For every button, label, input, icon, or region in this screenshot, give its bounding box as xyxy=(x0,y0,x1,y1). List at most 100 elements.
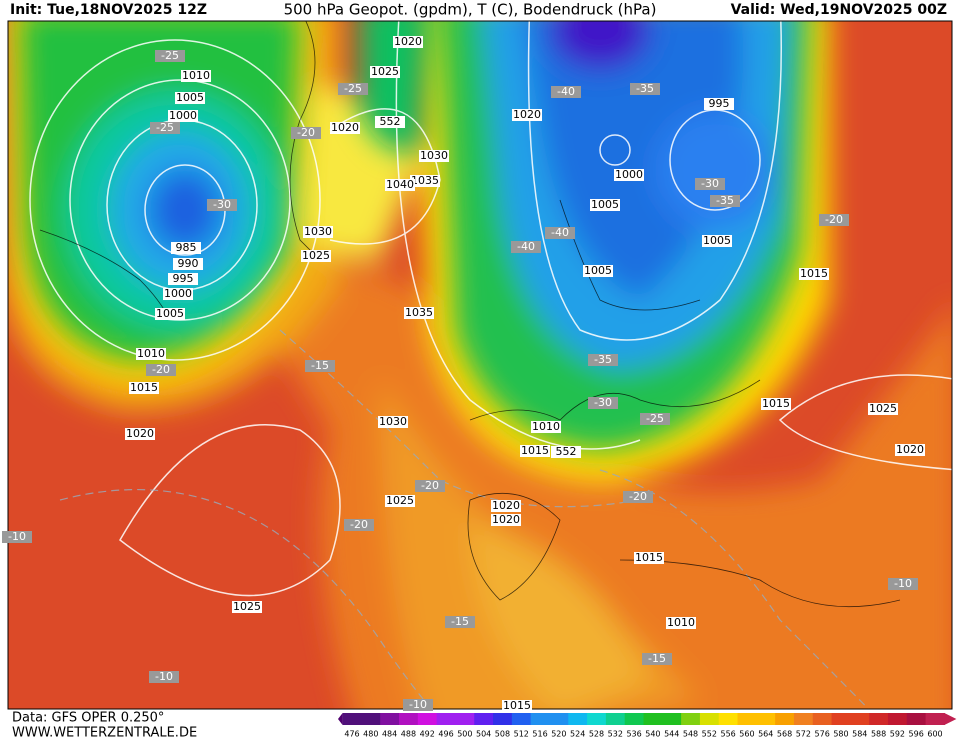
pressure-label: 1020 xyxy=(513,108,541,121)
colorbar-label: 540 xyxy=(645,730,660,739)
colorbar-label: 596 xyxy=(909,730,924,739)
pressure-label-box xyxy=(303,226,333,238)
temperature-label: -20 xyxy=(350,518,368,531)
pressure-label-box xyxy=(393,36,423,48)
colorbar-label: 528 xyxy=(589,730,604,739)
colorbar-cell xyxy=(699,713,720,725)
pressure-label: 995 xyxy=(173,272,194,285)
colorbar-cell xyxy=(662,713,682,725)
colorbar-cell xyxy=(549,713,569,725)
pressure-label: 1015 xyxy=(800,267,828,280)
pressure-label-box xyxy=(168,273,198,285)
pressure-label: 1015 xyxy=(130,381,158,394)
temperature-label: -40 xyxy=(551,226,569,239)
pressure-label: 990 xyxy=(178,257,199,270)
pressure-label: 1025 xyxy=(302,249,330,262)
pressure-label: 1020 xyxy=(492,513,520,526)
pressure-label-box xyxy=(502,700,532,712)
pressure-label: 1030 xyxy=(304,225,332,238)
colorbar-label: 524 xyxy=(570,730,585,739)
pressure-label-box xyxy=(520,445,550,457)
temperature-label-box xyxy=(291,127,321,139)
pressure-label-box xyxy=(330,122,360,134)
pressure-label-box xyxy=(419,150,449,162)
colorbar-cell xyxy=(681,713,701,725)
colorbar-cell xyxy=(718,713,739,725)
temperature-label-box xyxy=(710,195,740,207)
colorbar-label: 504 xyxy=(476,730,491,739)
temperature-label-box xyxy=(155,50,185,62)
temperature-label: -15 xyxy=(311,359,329,372)
pressure-label-box xyxy=(385,495,415,507)
pressure-label: 1005 xyxy=(156,307,184,320)
colorbar-label: 520 xyxy=(551,730,566,739)
colorbar-cell xyxy=(793,713,814,725)
colorbar-label: 488 xyxy=(401,730,416,739)
temperature-label-box xyxy=(640,413,670,425)
pressure-label-box xyxy=(301,250,331,262)
pressure-label-box xyxy=(155,308,185,320)
temperature-label: -40 xyxy=(557,85,575,98)
temperature-label-box xyxy=(511,241,541,253)
pressure-label: 1020 xyxy=(126,427,154,440)
temperature-label: -35 xyxy=(636,82,654,95)
valid-time: Valid: Wed,19NOV2025 00Z xyxy=(731,2,947,18)
pressure-label-box xyxy=(410,175,440,187)
colorbar-cell xyxy=(775,713,795,725)
pressure-label: 1035 xyxy=(411,174,439,187)
pressure-label-box xyxy=(491,500,521,512)
temperature-label: -30 xyxy=(213,198,231,211)
pressure-label: 1015 xyxy=(762,397,790,410)
colorbar-cell xyxy=(361,713,381,725)
pressure-label-box xyxy=(163,288,193,300)
colorbar-cell xyxy=(906,713,927,725)
pressure-label: 985 xyxy=(176,241,197,254)
temperature-label-box xyxy=(695,178,725,190)
temperature-label-box xyxy=(545,227,575,239)
colorbar-cell xyxy=(568,713,588,725)
geopotential-label-box xyxy=(375,116,405,128)
pressure-label: 1025 xyxy=(233,600,261,613)
pressure-label: 1030 xyxy=(420,149,448,162)
colorbar-cell xyxy=(925,713,945,725)
temperature-label: -20 xyxy=(152,363,170,376)
pressure-label-box xyxy=(232,601,262,613)
pressure-label-box xyxy=(175,92,205,104)
geopotential-label-box xyxy=(551,446,581,458)
site: WWW.WETTERZENTRALE.DE xyxy=(12,726,197,741)
temperature-label-box xyxy=(445,616,475,628)
temperature-label: -20 xyxy=(421,479,439,492)
pressure-label: 1005 xyxy=(591,198,619,211)
geopotential-label: 552 xyxy=(380,115,401,128)
temperature-label: -40 xyxy=(517,240,535,253)
pressure-label-box xyxy=(868,403,898,415)
pressure-label: 1020 xyxy=(394,35,422,48)
pressure-label-box xyxy=(666,617,696,629)
pressure-label-box xyxy=(385,179,415,191)
pressure-label: 1030 xyxy=(379,415,407,428)
temperature-label: -10 xyxy=(155,670,173,683)
colorbar-cell xyxy=(643,713,663,725)
colorbar-label: 568 xyxy=(777,730,792,739)
temperature-label: -15 xyxy=(451,615,469,628)
pressure-label-box xyxy=(799,268,829,280)
pressure-label-box xyxy=(583,265,613,277)
pressure-label: 1000 xyxy=(164,287,192,300)
colorbar-cell xyxy=(511,713,532,725)
colorbar-label: 532 xyxy=(608,730,623,739)
pressure-label: 1000 xyxy=(169,109,197,122)
colorbar-cell xyxy=(756,713,776,725)
colorbar-cell xyxy=(493,713,513,725)
colorbar-label: 600 xyxy=(927,730,942,739)
temperature-label-box xyxy=(207,199,237,211)
pressure-label: 1010 xyxy=(182,69,210,82)
colorbar-cell xyxy=(436,713,456,725)
pressure-label-box xyxy=(634,552,664,564)
pressure-label: 1005 xyxy=(176,91,204,104)
init-time: Init: Tue,18NOV2025 12Z xyxy=(10,2,207,18)
temperature-label-box xyxy=(630,83,660,95)
colorbar-label: 508 xyxy=(495,730,510,739)
pressure-label-box xyxy=(181,70,211,82)
